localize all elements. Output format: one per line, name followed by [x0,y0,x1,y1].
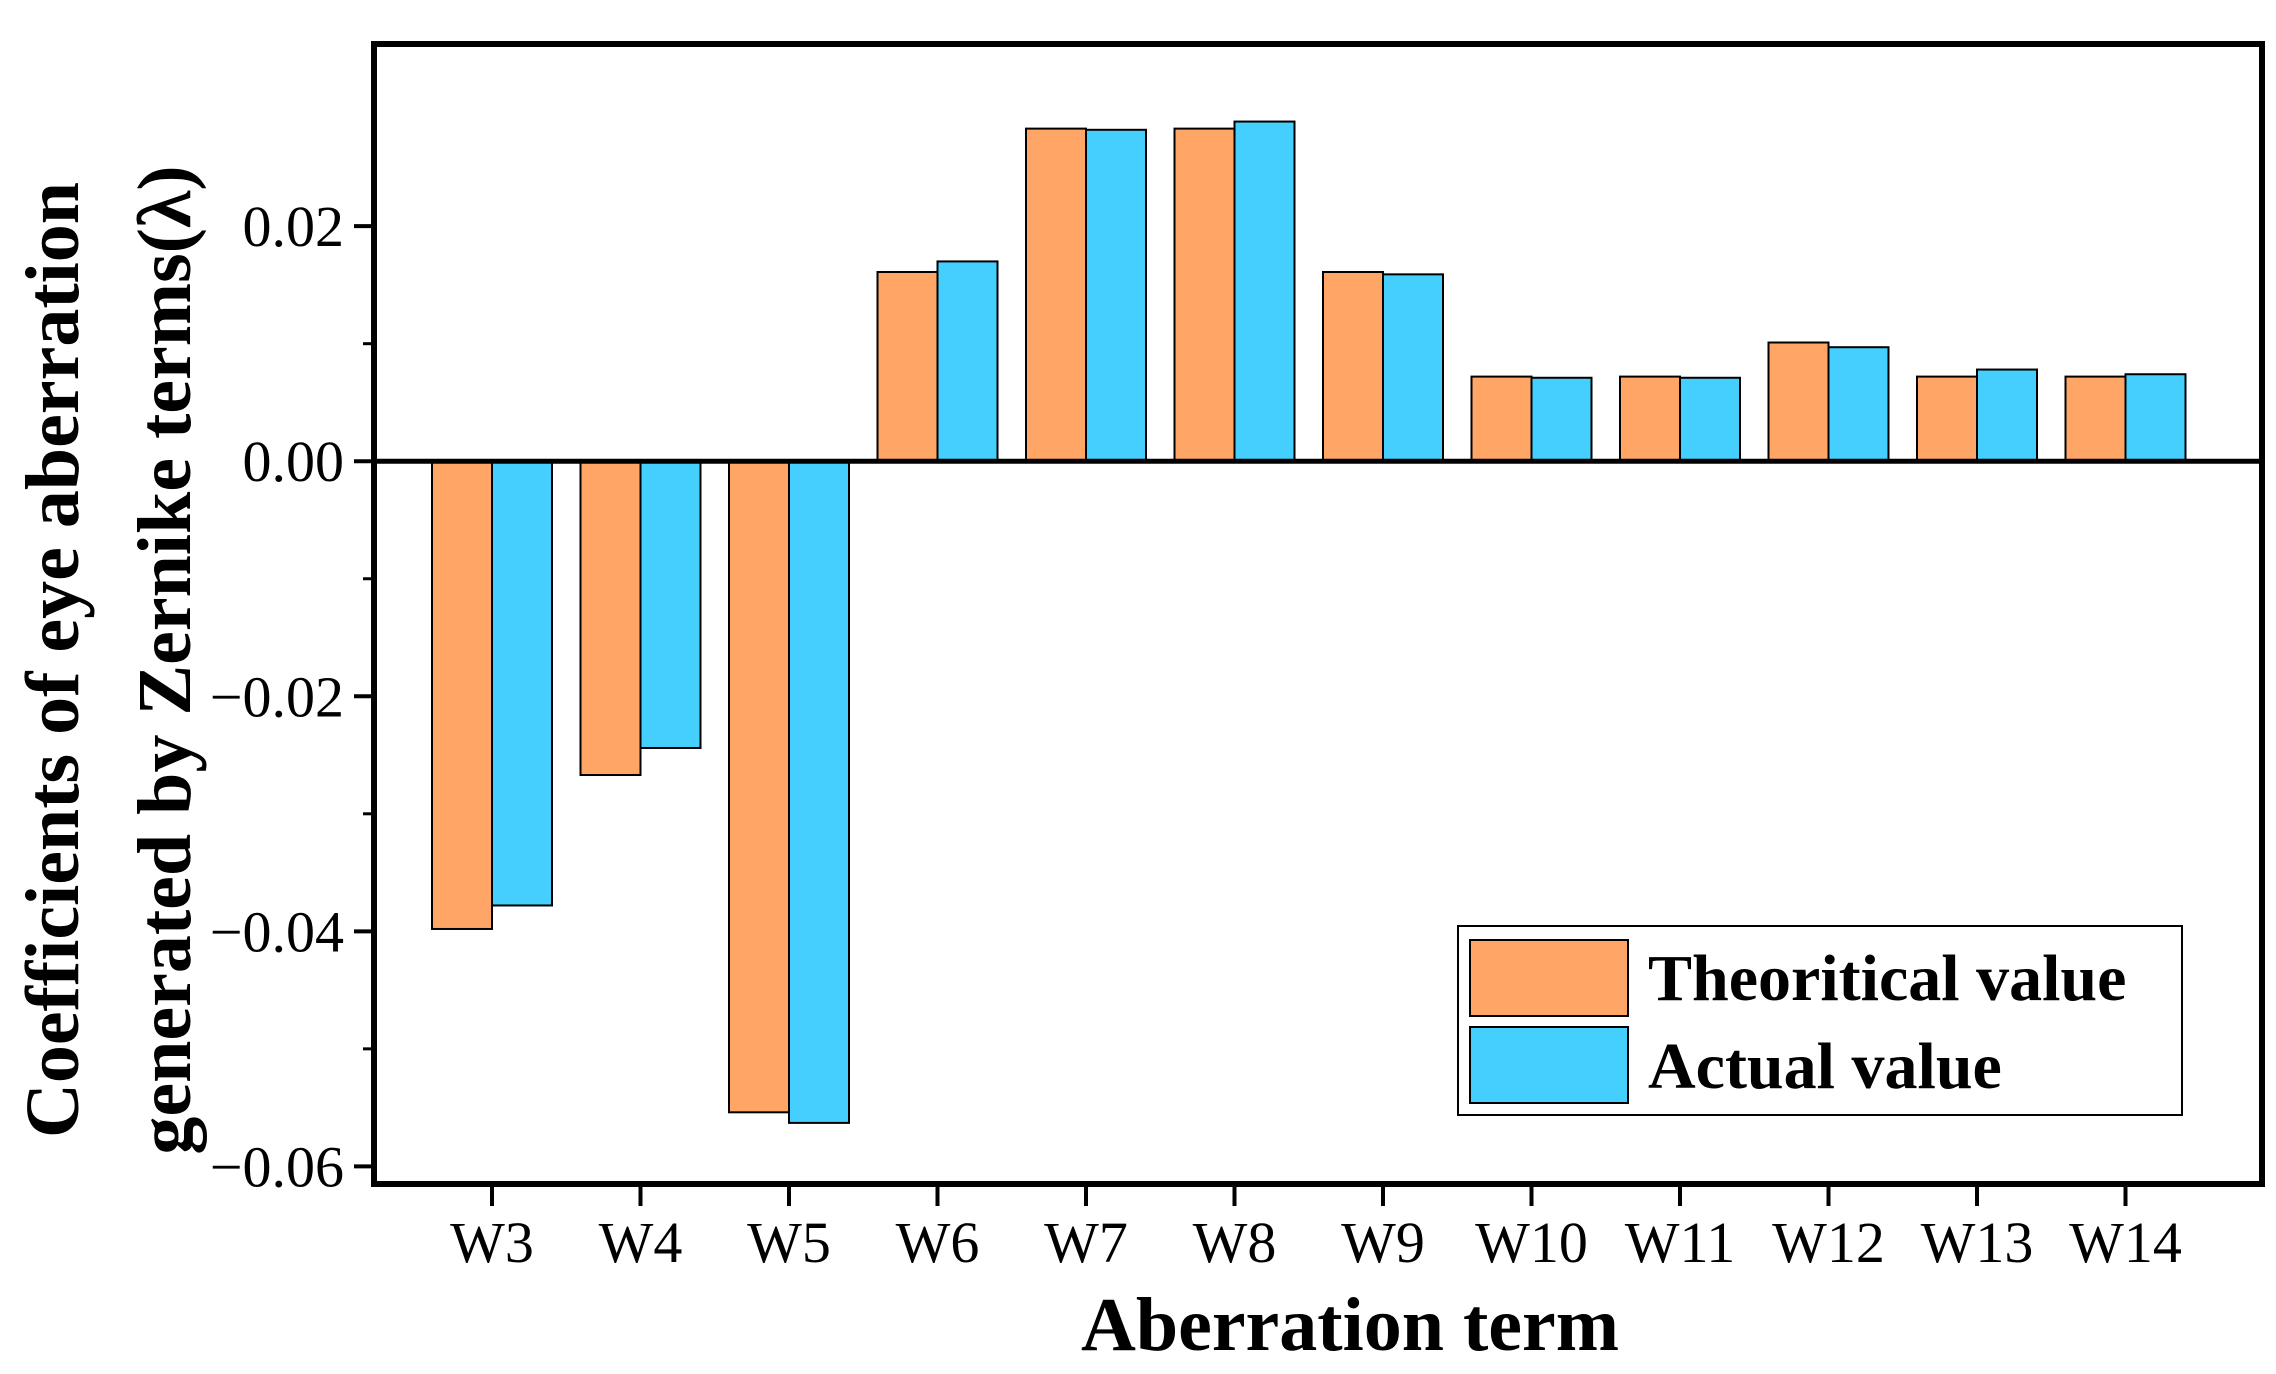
legend-swatch-actual [1469,1026,1629,1104]
bar-theoretical-W5 [728,460,790,1114]
y-tick-label: 0.00 [243,429,345,494]
y-tick-label: −0.06 [210,1134,344,1199]
x-tick-label: W7 [1044,1210,1128,1275]
x-tick-label: W5 [747,1210,831,1275]
bar-actual-W13 [1976,368,2038,463]
x-tick-label: W6 [896,1210,980,1275]
legend-label-actual: Actual value [1648,1030,2002,1103]
plot-frame [371,41,2265,1187]
y-tick-label: −0.04 [210,899,344,964]
bar-theoretical-W11 [1619,375,1681,463]
bar-theoretical-W4 [579,460,642,777]
y-tick-label: −0.02 [210,664,344,729]
bar-actual-W10 [1530,376,1593,463]
x-tick-label: W8 [1193,1210,1277,1275]
y-axis-title-line-1: Coefficients of eye aberration [11,182,95,1138]
y-tick-label: 0.02 [243,194,345,259]
x-tick-label: W10 [1475,1210,1588,1275]
bar-actual-W6 [936,260,999,463]
x-axis: W3 W4 W5 W6 W7 W8 W9 W10 W11 W12 W13 W14 [450,1184,2182,1275]
bar-actual-W5 [788,460,850,1124]
bar-theoretical-W13 [1916,375,1978,463]
bar-theoretical-W14 [2064,375,2127,463]
bar-theoretical-W12 [1767,341,1830,463]
legend-label-theoretical: Theoritical value [1648,942,2126,1015]
x-tick-label: W9 [1341,1210,1425,1275]
x-axis-title: Aberration term [1081,1283,1619,1367]
bar-theoretical-W3 [431,460,493,930]
bar-actual-W11 [1679,376,1741,463]
bar-actual-W14 [2124,373,2187,463]
x-tick-label: W11 [1625,1210,1736,1275]
bar-actual-W8 [1233,120,1296,463]
bar-actual-W7 [1085,128,1147,463]
bar-theoretical-W6 [876,271,939,463]
bar-actual-W12 [1827,346,1890,463]
legend-swatch-theoretical [1469,939,1629,1017]
bar-theoretical-W10 [1470,375,1533,463]
x-tick-label: W12 [1772,1210,1885,1275]
legend: Theoritical value Actual value [1457,925,2183,1116]
bar-actual-W3 [491,460,553,907]
bar-actual-W9 [1382,273,1444,463]
bar-theoretical-W9 [1322,271,1384,463]
x-tick-label: W3 [450,1210,534,1275]
x-tick-label: W13 [1921,1210,2034,1275]
y-axis: −0.06 −0.04 −0.02 0.00 0.02 [210,194,374,1199]
bar-actual-W4 [639,460,702,749]
bar-theoretical-W8 [1173,127,1236,463]
x-tick-label: W14 [2069,1210,2182,1275]
bar-theoretical-W7 [1025,127,1087,463]
x-tick-label: W4 [599,1210,683,1275]
y-axis-title-line-2: generated by Zernike terms(λ) [123,165,207,1154]
